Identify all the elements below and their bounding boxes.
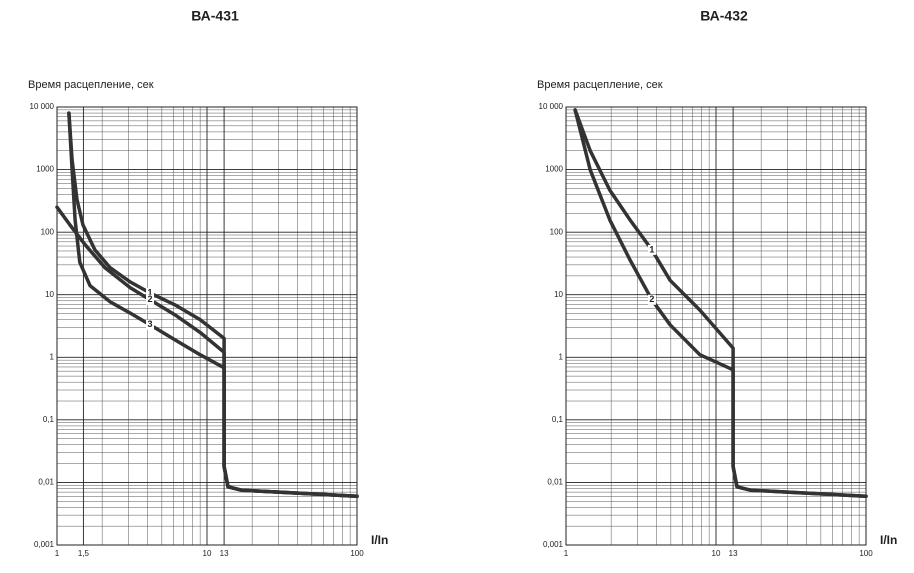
y-axis-label: Время расцепление, сек xyxy=(537,79,663,91)
curve-label: 2 xyxy=(649,294,654,304)
x-tick-label: 1 xyxy=(564,549,569,558)
curve-label: 2 xyxy=(148,294,153,304)
y-tick-label: 1000 xyxy=(36,165,54,174)
x-tick-label: 1,5 xyxy=(78,549,90,558)
curve xyxy=(67,111,359,499)
y-tick-label: 0,01 xyxy=(38,478,54,487)
y-tick-label: 0,001 xyxy=(543,540,564,549)
y-axis-label: Время расцепление, сек xyxy=(28,79,154,91)
x-axis-label: I/In xyxy=(371,533,388,547)
curve xyxy=(573,108,868,499)
plot-frame xyxy=(565,106,867,546)
y-tick-label: 10 xyxy=(45,290,54,299)
x-tick-label: 100 xyxy=(350,549,364,558)
y-tick-label: 10 000 xyxy=(539,102,564,111)
chart-title: ВА-431 xyxy=(191,8,239,24)
y-tick-label: 10 xyxy=(554,290,563,299)
y-tick-label: 0,01 xyxy=(547,478,563,487)
curve-label-bg xyxy=(647,244,656,255)
curve-label-bg xyxy=(146,294,155,305)
y-tick-label: 0,1 xyxy=(43,415,55,424)
y-tick-label: 1000 xyxy=(545,165,563,174)
y-tick-label: 0,001 xyxy=(34,540,55,549)
y-tick-label: 10 000 xyxy=(30,102,55,111)
curve-label: 1 xyxy=(148,287,153,297)
curve xyxy=(573,108,868,499)
x-tick-label: 10 xyxy=(712,549,721,558)
curve-label: 3 xyxy=(148,319,153,329)
x-tick-label: 10 xyxy=(203,549,212,558)
plot-frame xyxy=(56,106,358,546)
x-tick-label: 1 xyxy=(55,549,60,558)
x-tick-label: 100 xyxy=(859,549,873,558)
chart-title: ВА-432 xyxy=(700,8,748,24)
curve-label-bg xyxy=(146,287,155,298)
curve-label-bg xyxy=(647,294,656,305)
y-tick-label: 100 xyxy=(550,227,564,236)
x-axis-label: I/In xyxy=(880,533,897,547)
x-tick-label: 13 xyxy=(729,549,738,558)
curve-label-bg xyxy=(146,319,155,330)
x-tick-label: 13 xyxy=(220,549,229,558)
y-tick-label: 1 xyxy=(50,352,55,361)
y-tick-label: 1 xyxy=(559,352,564,361)
y-tick-label: 0,1 xyxy=(552,415,564,424)
curve-label: 1 xyxy=(649,244,654,254)
y-tick-label: 100 xyxy=(41,227,55,236)
